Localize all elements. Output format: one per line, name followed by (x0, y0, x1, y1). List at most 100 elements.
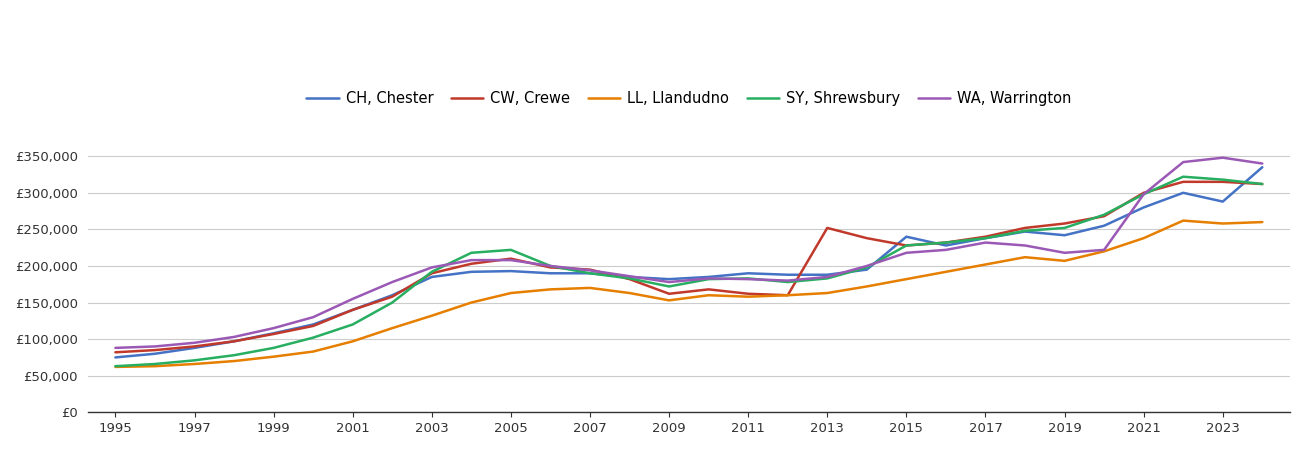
CW, Crewe (107, 350, 123, 355)
CW, Crewe (463, 261, 479, 266)
SY, Shrewsbury (701, 276, 716, 282)
SY, Shrewsbury (502, 247, 518, 252)
WA, Warrington (582, 268, 598, 273)
CW, Crewe (1096, 213, 1112, 219)
SY, Shrewsbury (1017, 228, 1032, 234)
WA, Warrington (1057, 250, 1073, 256)
WA, Warrington (662, 279, 677, 285)
WA, Warrington (1096, 247, 1112, 252)
WA, Warrington (1254, 161, 1270, 166)
CH, Chester (266, 331, 282, 336)
LL, Llandudno (1135, 235, 1151, 241)
SY, Shrewsbury (1215, 177, 1231, 182)
LL, Llandudno (662, 297, 677, 303)
SY, Shrewsbury (662, 284, 677, 289)
LL, Llandudno (1017, 255, 1032, 260)
CH, Chester (1057, 233, 1073, 238)
Line: SY, Shrewsbury: SY, Shrewsbury (115, 177, 1262, 366)
CH, Chester (701, 274, 716, 279)
WA, Warrington (1135, 192, 1151, 197)
LL, Llandudno (859, 284, 874, 289)
LL, Llandudno (305, 349, 321, 354)
CW, Crewe (820, 225, 835, 230)
CW, Crewe (266, 331, 282, 337)
CW, Crewe (701, 287, 716, 292)
SY, Shrewsbury (345, 322, 360, 327)
LL, Llandudno (226, 358, 241, 364)
SY, Shrewsbury (1096, 212, 1112, 217)
LL, Llandudno (621, 290, 637, 296)
CW, Crewe (385, 294, 401, 299)
WA, Warrington (385, 279, 401, 285)
WA, Warrington (463, 257, 479, 263)
WA, Warrington (543, 263, 559, 269)
WA, Warrington (226, 334, 241, 340)
SY, Shrewsbury (107, 364, 123, 369)
LL, Llandudno (502, 290, 518, 296)
WA, Warrington (780, 278, 796, 284)
LL, Llandudno (899, 276, 915, 282)
CH, Chester (385, 292, 401, 298)
SY, Shrewsbury (187, 358, 202, 363)
CH, Chester (820, 272, 835, 278)
CW, Crewe (1176, 179, 1191, 184)
LL, Llandudno (977, 262, 993, 267)
LL, Llandudno (1176, 218, 1191, 223)
SY, Shrewsbury (977, 235, 993, 241)
LL, Llandudno (1057, 258, 1073, 264)
CW, Crewe (899, 243, 915, 248)
CH, Chester (780, 272, 796, 278)
LL, Llandudno (1215, 221, 1231, 226)
WA, Warrington (1017, 243, 1032, 248)
SY, Shrewsbury (226, 352, 241, 358)
CW, Crewe (582, 267, 598, 272)
CW, Crewe (502, 256, 518, 261)
CW, Crewe (1254, 181, 1270, 187)
WA, Warrington (1215, 155, 1231, 160)
LL, Llandudno (938, 269, 954, 274)
CW, Crewe (662, 291, 677, 297)
CH, Chester (107, 355, 123, 360)
SY, Shrewsbury (543, 263, 559, 269)
WA, Warrington (701, 276, 716, 281)
SY, Shrewsbury (780, 279, 796, 285)
WA, Warrington (266, 325, 282, 331)
SY, Shrewsbury (1254, 181, 1270, 187)
SY, Shrewsbury (1135, 192, 1151, 197)
CW, Crewe (780, 292, 796, 298)
CW, Crewe (424, 270, 440, 276)
LL, Llandudno (543, 287, 559, 292)
CH, Chester (1096, 223, 1112, 229)
CH, Chester (662, 276, 677, 282)
WA, Warrington (345, 296, 360, 302)
WA, Warrington (1176, 159, 1191, 165)
CH, Chester (305, 322, 321, 327)
CH, Chester (226, 338, 241, 344)
WA, Warrington (107, 345, 123, 351)
LL, Llandudno (187, 361, 202, 367)
WA, Warrington (187, 340, 202, 346)
WA, Warrington (859, 263, 874, 269)
SY, Shrewsbury (621, 276, 637, 281)
LL, Llandudno (1254, 219, 1270, 225)
LL, Llandudno (107, 364, 123, 369)
LL, Llandudno (385, 325, 401, 331)
LL, Llandudno (345, 338, 360, 344)
LL, Llandudno (266, 354, 282, 360)
SY, Shrewsbury (1057, 225, 1073, 230)
CW, Crewe (859, 235, 874, 241)
CH, Chester (424, 274, 440, 279)
CW, Crewe (305, 323, 321, 328)
Line: CH, Chester: CH, Chester (115, 167, 1262, 357)
WA, Warrington (621, 274, 637, 279)
LL, Llandudno (701, 292, 716, 298)
SY, Shrewsbury (1176, 174, 1191, 180)
CH, Chester (859, 267, 874, 272)
Line: LL, Llandudno: LL, Llandudno (115, 220, 1262, 367)
SY, Shrewsbury (266, 345, 282, 351)
SY, Shrewsbury (820, 276, 835, 281)
CW, Crewe (226, 338, 241, 344)
CH, Chester (977, 235, 993, 241)
CW, Crewe (1057, 221, 1073, 226)
SY, Shrewsbury (582, 270, 598, 276)
